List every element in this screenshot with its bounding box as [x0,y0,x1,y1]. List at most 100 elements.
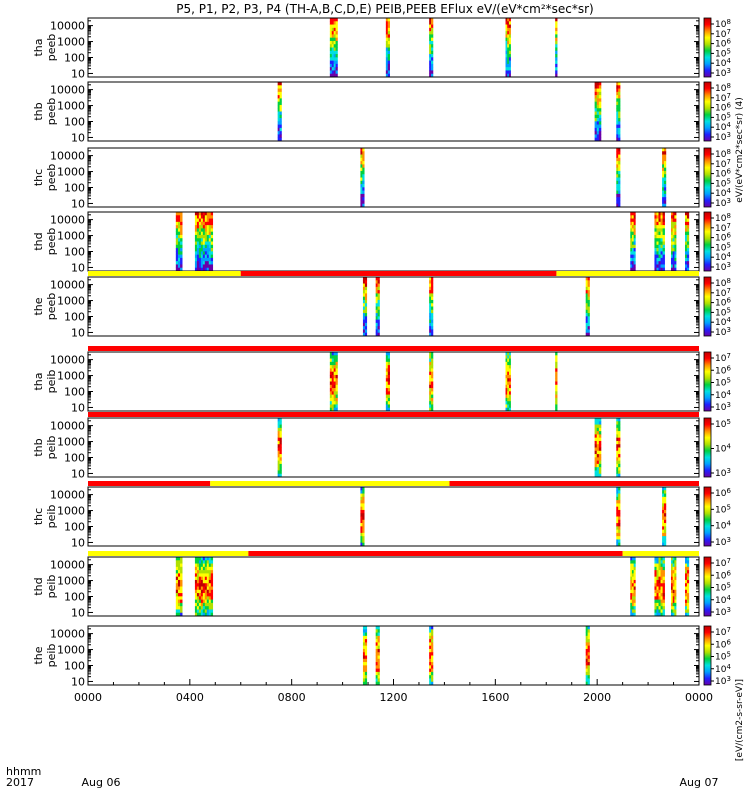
date-end-label: Aug 07 [680,776,719,789]
spectrogram-cell [364,277,368,281]
spectrogram-cell [431,70,434,75]
spectrogram-cell [206,583,210,587]
spectrogram-cell [429,635,432,640]
spectrogram-cell [364,326,368,330]
spectrogram-cell [194,218,198,223]
spectrogram-cell [674,563,677,568]
spectrogram-cell [429,313,432,317]
spectrogram-cell [198,566,202,571]
spectrogram-cell [507,381,510,386]
spectrogram-cell [658,560,661,564]
spectrogram-cell [194,612,198,617]
spectrogram-cell [175,254,179,259]
spectrogram-cell [208,251,212,255]
spectrogram-cell [616,506,619,511]
spectrogram-cell [202,231,206,236]
spectrogram-cell [377,329,380,334]
panel-label-product: peib [45,370,58,394]
spectrogram-cell [377,319,380,324]
spectrogram-cell [180,228,183,232]
spectrogram-cell [596,134,600,139]
spectrogram-cell [662,267,665,272]
spectrogram-cell [663,164,667,168]
spectrogram-cell [662,177,665,182]
spectrogram-cell [385,384,389,389]
panel-label-probe: thd [32,232,45,250]
spectrogram-cell [656,589,659,594]
spectrogram-cell [198,583,202,587]
spectrogram-cell [360,164,363,168]
spectrogram-cell [631,576,634,581]
spectrogram-cell [364,635,368,640]
spectrogram-cell [594,111,598,116]
spectrogram-cell [662,523,665,527]
spectrogram-cell [277,85,280,89]
spectrogram-cell [210,238,214,242]
spectrogram-cell [633,586,636,591]
spectrogram-cell [431,361,434,366]
spectrogram-cell [377,662,380,666]
spectrogram-cell [204,566,208,571]
spectrogram-cell [598,450,602,455]
spectrogram-cell [202,254,206,259]
spectrogram-cell [385,47,389,52]
spectrogram-cell [594,114,598,119]
spectrogram-cell [663,526,667,530]
spectrogram-cell [385,31,389,35]
spectrogram-cell [670,241,673,246]
spectrogram-cell [387,37,390,42]
spectrogram-cell [674,228,677,232]
spectrogram-cell [208,570,212,574]
spectrogram-cell [387,34,390,38]
spectrogram-cell [616,523,619,527]
spectrogram-cell [385,54,389,58]
spectrogram-cell [660,251,663,255]
spectrogram-cell [175,602,179,607]
spectrogram-cell [670,566,673,571]
spectrogram-cell [204,557,208,561]
spectrogram-cell [329,70,333,75]
spectrogram-cell [202,573,206,577]
spectrogram-cell [658,589,661,594]
spectrogram-cell [660,228,663,232]
spectrogram-cell [387,388,390,392]
spectrogram-cell [362,509,365,514]
spectrogram-cell [377,277,380,281]
spectrogram-cell [674,251,677,255]
spectrogram-cell [505,73,508,78]
spectrogram-cell [654,234,657,239]
spectrogram-cell [505,394,508,399]
spectrogram-cell [660,566,663,571]
colorbar-tick-label: 105 [715,582,731,594]
spectrogram-cell [672,609,675,614]
spectrogram-cell [598,431,602,435]
spectrogram-cell [662,251,665,255]
spectrogram-cell [360,154,363,159]
spectrogram-cell [194,261,198,265]
spectrogram-cell [585,299,588,304]
spectrogram-cell [429,309,432,314]
spectrogram-cell [335,34,338,38]
spectrogram-cell [508,407,511,412]
spectrogram-cell [202,215,206,219]
spectrogram-cell [206,241,210,246]
spectrogram-cell [594,440,598,445]
spectrogram-cell [208,234,212,239]
spectrogram-cell [175,609,179,614]
x-tick-label: 2000 [583,691,611,704]
spectrogram-cell [686,599,690,604]
spectrogram-cell [431,374,434,379]
spectrogram-cell [360,177,363,182]
spectrogram-cell [387,404,390,409]
spectrogram-cell [431,655,434,660]
spectrogram-cell [616,108,619,112]
spectrogram-cell [277,431,280,435]
spectrogram-cell [670,228,673,232]
spectrogram-cell [200,225,204,229]
spectrogram-cell [630,254,633,259]
spectrogram-cell [331,24,334,29]
spectrogram-cell [204,231,208,236]
spectrogram-cell [429,21,432,25]
spectrogram-cell [196,228,200,232]
spectrogram-cell [684,612,688,617]
